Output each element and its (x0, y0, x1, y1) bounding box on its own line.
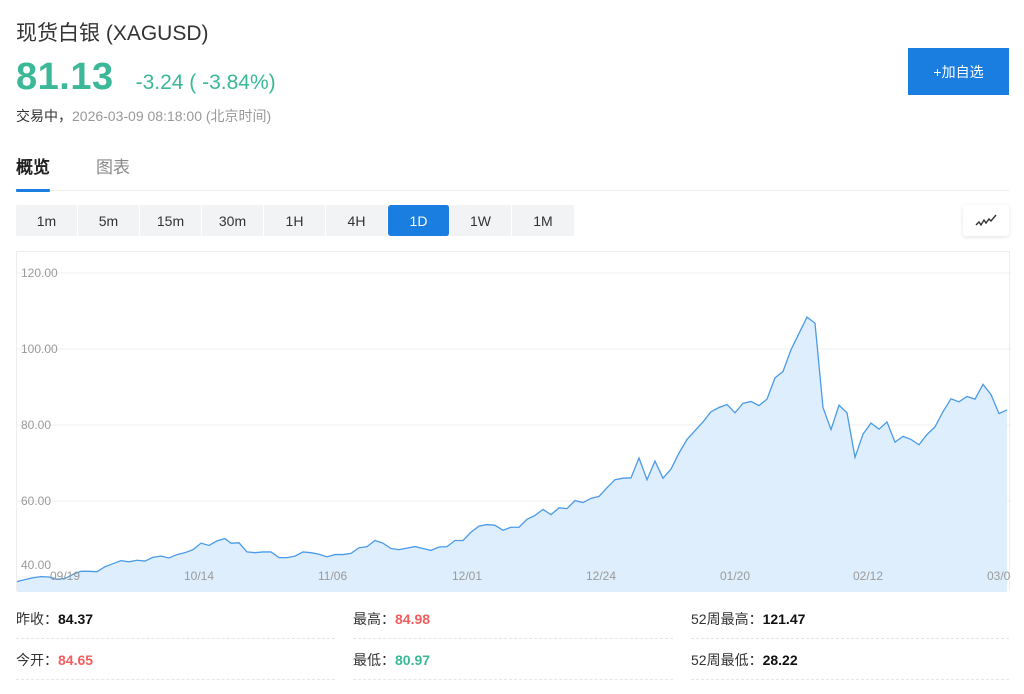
tab-chart[interactable]: 图表 (96, 158, 130, 177)
add-to-watchlist-button[interactable]: +加自选 (908, 48, 1009, 95)
stat-low: 最低： 80.97 (353, 641, 673, 680)
period-30m[interactable]: 30m (202, 205, 264, 236)
price-row: 81.13 -3.24 ( -3.84%) (16, 56, 276, 99)
y-tick-100: 100.00 (21, 342, 58, 356)
trading-status: 交易中，2026-03-09 08:18:00 (北京时间) (16, 106, 271, 126)
price-chart[interactable]: 120.00 100.00 80.00 60.00 40.00 09/19 10… (16, 251, 1011, 592)
period-1w[interactable]: 1W (450, 205, 512, 236)
stat-open: 今开： 84.65 (16, 641, 335, 680)
low-52w-value: 28.22 (762, 652, 798, 668)
period-1h[interactable]: 1H (264, 205, 326, 236)
price-chart-plot (17, 272, 1011, 592)
x-tick: 09/19 (50, 569, 81, 583)
timestamp: 2026-03-09 08:18:00 (北京时间) (72, 108, 272, 124)
period-1d[interactable]: 1D (388, 205, 450, 236)
period-5m[interactable]: 5m (78, 205, 140, 236)
stat-52w-low: 52周最低： 28.22 (691, 641, 1009, 680)
prev-close-value: 84.37 (58, 611, 94, 627)
x-tick: 03/0 (987, 569, 1011, 583)
x-tick: 10/14 (184, 569, 215, 583)
high-value: 84.98 (395, 611, 431, 627)
x-tick: 02/12 (853, 569, 884, 583)
open-value: 84.65 (58, 652, 94, 668)
tab-bar: 概览 图表 (16, 153, 1009, 192)
x-tick: 11/06 (318, 569, 348, 583)
price-change: -3.24 ( -3.84%) (135, 71, 276, 94)
page-title: 现货白银 (XAGUSD) (16, 22, 209, 45)
stat-52w-high: 52周最高： 121.47 (691, 600, 1009, 639)
y-tick-80: 80.00 (21, 418, 52, 432)
current-price: 81.13 (16, 56, 114, 98)
tab-overview[interactable]: 概览 (16, 153, 50, 192)
stat-high: 最高： 84.98 (353, 600, 673, 639)
period-selector: 1m 5m 15m 30m 1H 4H 1D 1W 1M (16, 205, 574, 236)
chart-type-button[interactable] (963, 205, 1009, 236)
status-label: 交易中， (16, 108, 72, 124)
period-4h[interactable]: 4H (326, 205, 388, 236)
x-tick: 01/20 (720, 569, 751, 583)
y-tick-60: 60.00 (21, 494, 52, 508)
line-chart-icon (975, 214, 997, 226)
stat-prev-close: 昨收： 84.37 (16, 600, 335, 639)
period-1mo[interactable]: 1M (533, 212, 553, 229)
y-tick-120: 120.00 (21, 266, 58, 280)
low-value: 80.97 (395, 652, 431, 668)
period-15m[interactable]: 15m (140, 205, 202, 236)
period-1m[interactable]: 1m (16, 205, 78, 236)
x-tick: 12/24 (586, 569, 617, 583)
x-tick: 12/01 (452, 569, 483, 583)
high-52w-value: 121.47 (762, 611, 806, 627)
y-tick-40: 40.00 (21, 558, 52, 572)
